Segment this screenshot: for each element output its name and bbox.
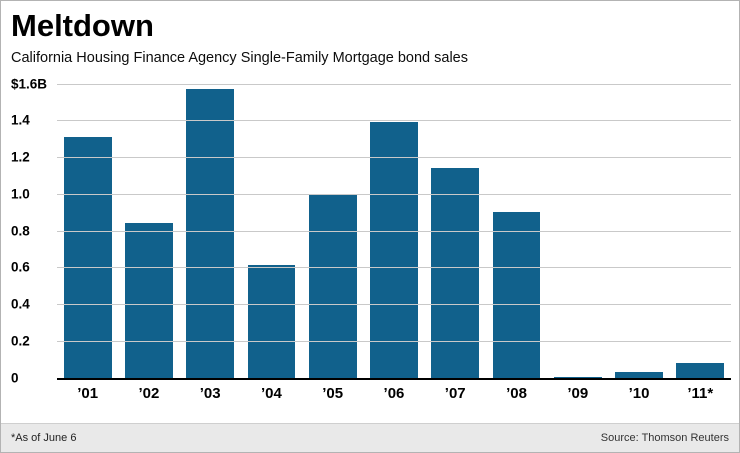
footnote: *As of June 6	[11, 432, 77, 444]
gridline	[57, 157, 731, 159]
bar-slot	[486, 84, 547, 378]
bar-slot	[302, 84, 363, 378]
x-tick-label: ’02	[138, 384, 160, 402]
bar-slot	[670, 84, 731, 378]
gridline	[57, 83, 731, 85]
x-tick-label: ’05	[322, 384, 344, 402]
x-tick-label: ’03	[199, 384, 221, 402]
bar-slot	[547, 84, 608, 378]
chart-subtitle: California Housing Finance Agency Single…	[11, 49, 468, 66]
bar	[676, 362, 725, 378]
bar-slot	[118, 84, 179, 378]
x-tick-label: ’08	[506, 384, 527, 402]
gridline	[57, 230, 731, 232]
source-credit: Source: Thomson Reuters	[600, 432, 729, 444]
y-tick-label: 0.6	[11, 259, 30, 275]
bar-slot	[57, 84, 118, 378]
bar-slot	[425, 84, 486, 378]
bar	[492, 212, 541, 378]
x-axis: ’01 ’02 ’03 ’04 ’05 ’06 ’07 ’08 ’09 ’10 ’11*	[57, 380, 731, 407]
bar-slot	[363, 84, 424, 378]
x-tick-label: ’10	[628, 384, 650, 402]
y-tick-label: 0	[11, 370, 19, 386]
chart-footer: *As of June 6 Source: Thomson Reuters	[1, 423, 739, 452]
bar	[370, 122, 418, 378]
y-tick-label: 0.2	[11, 333, 30, 349]
x-tick-label: ’06	[383, 384, 405, 402]
gridline	[57, 304, 731, 306]
y-axis: $1.6B 1.4 1.2 1.0 0.8 0.6 0.4 0.2 0	[11, 76, 57, 385]
y-tick-label: 0.8	[11, 223, 30, 239]
gridline	[57, 193, 731, 195]
x-tick-label: ’09	[567, 384, 589, 402]
bar	[431, 168, 480, 378]
gridline	[57, 120, 731, 122]
x-tick-label: ’07	[444, 384, 466, 402]
bar-slot	[608, 84, 669, 378]
bar-slot	[241, 84, 302, 378]
x-tick-label: ’11*	[687, 384, 714, 402]
x-tick-label: ’01	[77, 384, 99, 402]
y-tick-label: 1.2	[11, 149, 30, 165]
bar	[63, 136, 112, 378]
bar	[125, 223, 173, 378]
bar-slot	[180, 84, 241, 378]
y-tick-label: $1.6B	[11, 76, 48, 92]
plot-column: ’01 ’02 ’03 ’04 ’05 ’06 ’07 ’08 ’09 ’10 ’11*	[57, 83, 731, 407]
gridline	[57, 267, 731, 269]
bar	[186, 89, 235, 378]
bar	[615, 372, 663, 378]
bar	[308, 193, 357, 378]
y-tick-label: 1.0	[11, 186, 30, 202]
gridline	[57, 340, 731, 342]
bar-chart: $1.6B 1.4 1.2 1.0 0.8 0.6 0.4 0.2 0 ’01 ’02 ’03 ’04…	[11, 76, 731, 407]
bars-container	[57, 84, 731, 378]
y-tick-label: 0.4	[11, 296, 30, 312]
bar	[247, 265, 296, 378]
chart-title: Meltdown	[11, 8, 154, 43]
x-tick-label: ’04	[261, 384, 282, 402]
bar	[553, 376, 602, 378]
plot-area	[57, 83, 731, 380]
y-tick-label: 1.4	[11, 112, 30, 128]
chart-header: Meltdown California Housing Finance Agen…	[1, 1, 739, 66]
